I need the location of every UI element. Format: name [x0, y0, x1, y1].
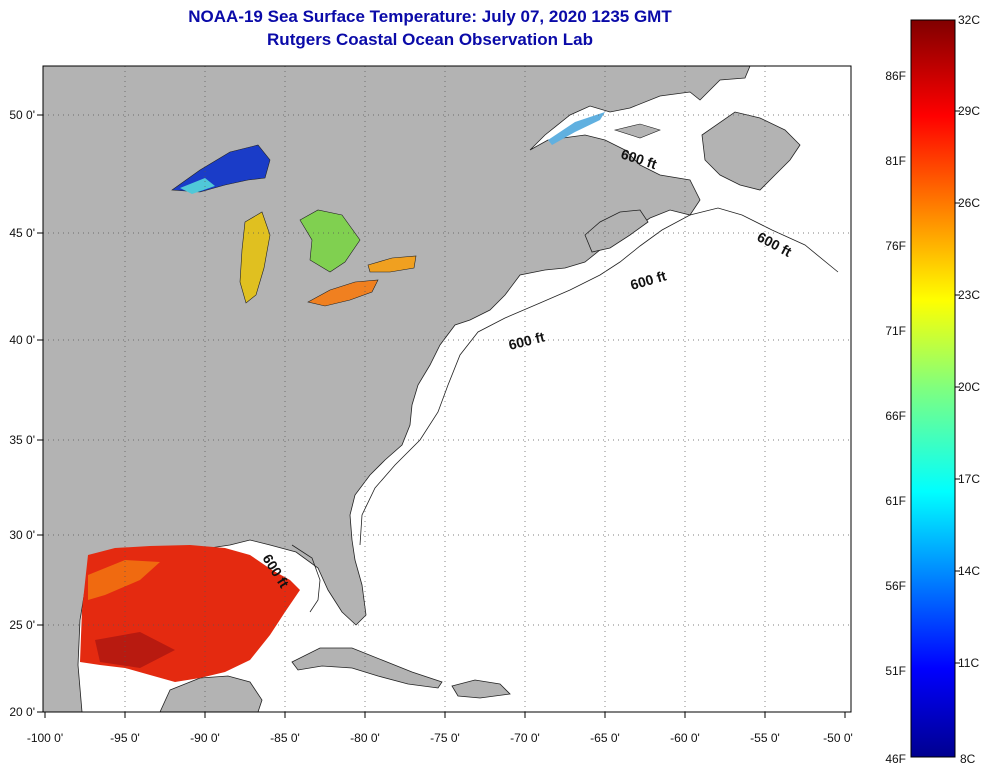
- colorbar-fahrenheit-label: 46F: [885, 752, 906, 766]
- lake-erie-sst: [307, 279, 379, 307]
- lon-tick-label: -80 0': [350, 731, 380, 745]
- cuba-land: [291, 647, 443, 689]
- lon-tick-label: -75 0': [430, 731, 460, 745]
- lon-tick-label: -55 0': [750, 731, 780, 745]
- colorbar-fahrenheit-label: 56F: [885, 579, 906, 593]
- lake-superior-east-sst: [180, 178, 215, 194]
- map-title: NOAA-19 Sea Surface Temperature: July 07…: [188, 7, 672, 26]
- map-subtitle: Rutgers Coastal Ocean Observation Lab: [267, 30, 593, 49]
- isobath-600ft-line: [291, 207, 839, 613]
- colorbar-celsius-label: 26C: [958, 196, 980, 210]
- lon-tick-label: -50 0': [823, 731, 853, 745]
- colorbar-celsius-label: 17C: [958, 472, 980, 486]
- colorbar-fahrenheit-label: 51F: [885, 664, 906, 678]
- lon-tick-label: -60 0': [670, 731, 700, 745]
- gulf-coastal-warm-sst: [88, 560, 160, 600]
- colorbar-celsius-label: 32C: [958, 13, 980, 27]
- lat-tick-label: 40 0': [9, 333, 35, 347]
- colorbar-fahrenheit-label: 71F: [885, 324, 906, 338]
- lake-michigan-sst: [239, 211, 271, 304]
- temperature-colorbar: [910, 19, 956, 758]
- lon-tick-label: -65 0': [590, 731, 620, 745]
- colorbar-celsius-label: 20C: [958, 380, 980, 394]
- colorbar-ticks: [955, 110, 960, 664]
- lake-huron-sst: [299, 209, 361, 273]
- lon-tick-label: -90 0': [190, 731, 220, 745]
- lon-tick-label: -100 0': [27, 731, 63, 745]
- anticosti-island: [613, 123, 661, 139]
- lat-tick-label: 50 0': [9, 108, 35, 122]
- lat-tick-label: 35 0': [9, 433, 35, 447]
- colorbar-celsius-label: 29C: [958, 104, 980, 118]
- hispaniola-land: [451, 679, 511, 699]
- colorbar-fahrenheit-label: 61F: [885, 494, 906, 508]
- colorbar-celsius-label: 14C: [958, 564, 980, 578]
- newfoundland-land: [701, 111, 801, 191]
- st-lawrence-sst: [548, 112, 605, 145]
- lake-superior-sst: [171, 144, 271, 193]
- lat-tick-label: 20 0': [9, 705, 35, 719]
- north-america-land: [43, 66, 751, 712]
- colorbar-fahrenheit-label: 86F: [885, 69, 906, 83]
- colorbar-celsius-label: 23C: [958, 288, 980, 302]
- colorbar-fahrenheit-label: 66F: [885, 409, 906, 423]
- colorbar-celsius-label: 11C: [958, 656, 979, 670]
- lon-tick-label: -70 0': [510, 731, 540, 745]
- yucatan-land: [159, 675, 263, 712]
- gulf-southwest-warm-sst: [95, 632, 175, 668]
- lat-tick-label: 30 0': [9, 528, 35, 542]
- colorbar-fahrenheit-label: 81F: [885, 154, 906, 168]
- colorbar-celsius-label: 8C: [960, 752, 976, 766]
- nova-scotia-land: [584, 209, 649, 253]
- colorbar-fahrenheit-label: 76F: [885, 239, 906, 253]
- lat-tick-label: 25 0': [9, 618, 35, 632]
- lon-tick-label: -85 0': [270, 731, 300, 745]
- axis-ticks: [37, 114, 846, 718]
- map-frame: [42, 65, 852, 713]
- lon-tick-label: -95 0': [110, 731, 140, 745]
- lat-tick-label: 45 0': [9, 226, 35, 240]
- lake-ontario-sst: [367, 255, 417, 273]
